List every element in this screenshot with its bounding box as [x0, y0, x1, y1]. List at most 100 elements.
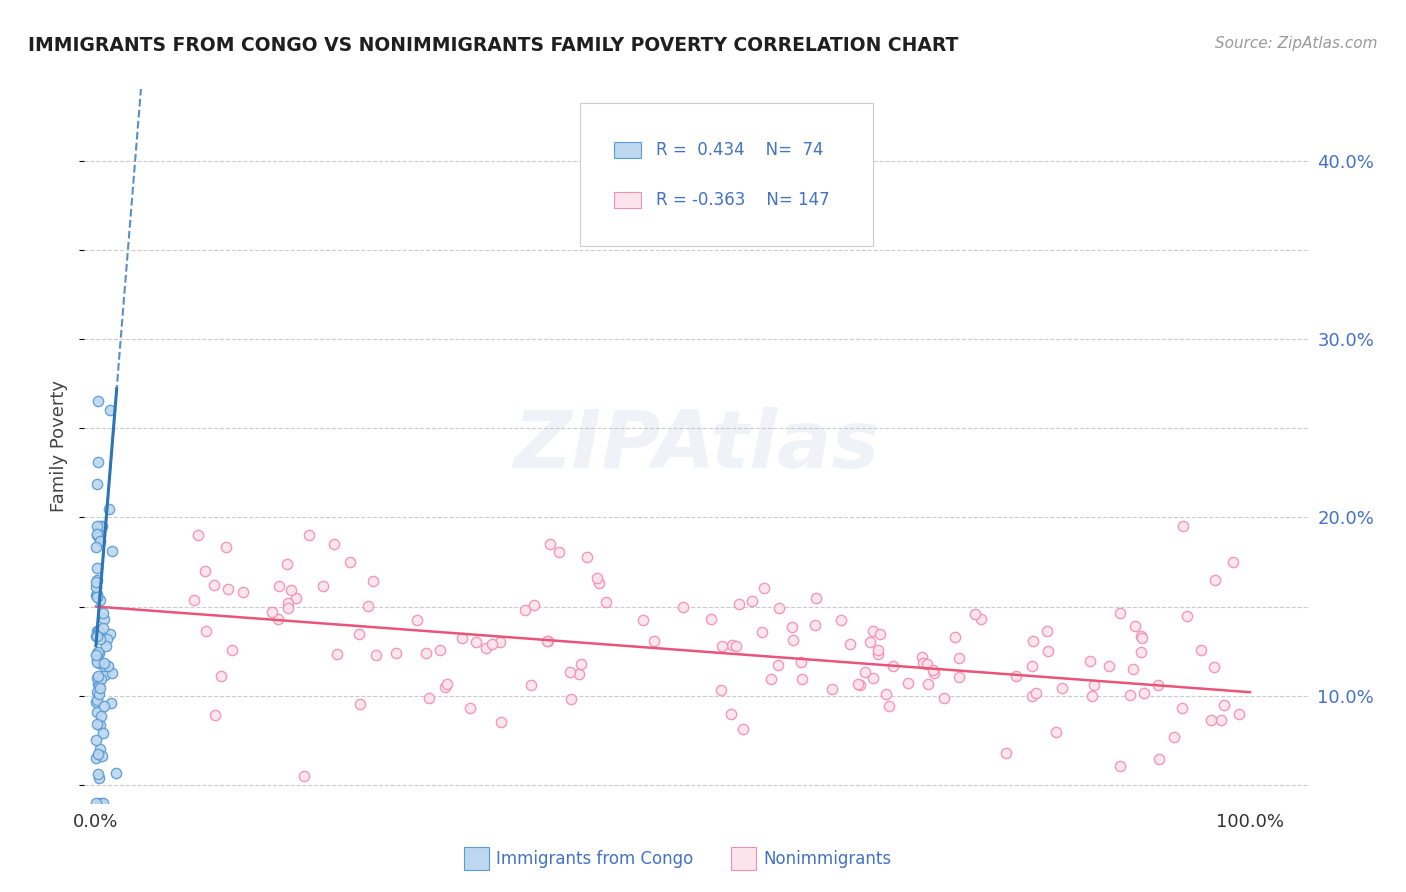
Point — [804, 591, 827, 606]
Point — [700, 612, 723, 626]
Point — [84, 732, 107, 747]
Point — [97, 659, 120, 673]
Point — [194, 564, 217, 578]
Point — [846, 677, 869, 691]
Point — [1123, 619, 1146, 633]
Point — [1175, 609, 1198, 624]
Point — [1081, 689, 1104, 703]
Point — [710, 682, 733, 697]
Point — [1204, 660, 1226, 674]
Point — [101, 666, 124, 681]
Point — [347, 627, 370, 641]
Point — [877, 698, 900, 713]
Point — [1213, 698, 1236, 712]
Point — [86, 705, 108, 719]
Point — [853, 665, 876, 680]
Point — [204, 708, 226, 723]
Point — [87, 656, 110, 670]
Point — [194, 624, 217, 638]
Point — [90, 709, 112, 723]
Point — [87, 668, 110, 682]
Point — [266, 612, 288, 626]
Point — [100, 696, 122, 710]
Point — [97, 501, 120, 516]
Point — [215, 540, 238, 554]
Point — [339, 555, 361, 569]
Point — [93, 612, 115, 626]
Point — [523, 599, 546, 613]
Point — [830, 613, 852, 627]
Point — [768, 600, 790, 615]
Point — [588, 575, 610, 590]
Point — [87, 646, 110, 660]
Point — [731, 722, 754, 736]
Point — [277, 601, 299, 615]
Point — [86, 519, 108, 533]
Point — [586, 571, 609, 585]
Point — [406, 613, 429, 627]
Point — [1171, 700, 1194, 714]
Point — [970, 612, 993, 626]
Point — [94, 668, 117, 682]
Point — [86, 624, 108, 638]
Point — [882, 659, 904, 673]
Point — [98, 403, 121, 417]
Point — [1129, 629, 1152, 643]
Point — [93, 698, 115, 713]
Point — [217, 582, 239, 596]
Point — [84, 751, 107, 765]
Point — [536, 634, 558, 648]
Point — [780, 620, 803, 634]
Point — [96, 639, 118, 653]
Y-axis label: Family Poverty: Family Poverty — [51, 380, 69, 512]
Point — [1199, 714, 1222, 728]
Bar — [614, 142, 641, 158]
Point — [710, 640, 733, 654]
Point — [89, 681, 111, 695]
Point — [267, 579, 290, 593]
Point — [1189, 643, 1212, 657]
Point — [560, 691, 582, 706]
Point — [298, 528, 321, 542]
Point — [948, 670, 970, 684]
Point — [915, 657, 938, 671]
Point — [1038, 643, 1060, 657]
Text: Immigrants from Congo: Immigrants from Congo — [496, 850, 693, 868]
Point — [104, 765, 127, 780]
Point — [1130, 631, 1153, 645]
Point — [98, 626, 121, 640]
Point — [87, 747, 110, 761]
Point — [1133, 686, 1156, 700]
Point — [187, 528, 209, 542]
Point — [911, 649, 934, 664]
Point — [513, 603, 536, 617]
Point — [86, 590, 108, 604]
Point — [221, 643, 243, 657]
Point — [1222, 555, 1244, 569]
Point — [84, 588, 107, 602]
Point — [766, 657, 789, 672]
Point — [1083, 677, 1105, 691]
Point — [458, 701, 481, 715]
Point — [86, 624, 108, 638]
Point — [202, 578, 225, 592]
Point — [433, 680, 456, 694]
Point — [821, 681, 844, 696]
Point — [725, 639, 748, 653]
Point — [90, 672, 112, 686]
Point — [86, 646, 108, 660]
Point — [84, 695, 107, 709]
Point — [727, 598, 749, 612]
Point — [911, 657, 934, 671]
Text: R =  0.434    N=  74: R = 0.434 N= 74 — [655, 141, 823, 159]
Point — [87, 394, 110, 409]
Point — [89, 519, 111, 533]
Point — [429, 642, 451, 657]
Point — [89, 796, 111, 810]
Text: R = -0.363    N= 147: R = -0.363 N= 147 — [655, 191, 830, 209]
Point — [948, 651, 970, 665]
Point — [323, 537, 346, 551]
Point — [1005, 669, 1028, 683]
Point — [1021, 689, 1043, 703]
Point — [209, 669, 232, 683]
